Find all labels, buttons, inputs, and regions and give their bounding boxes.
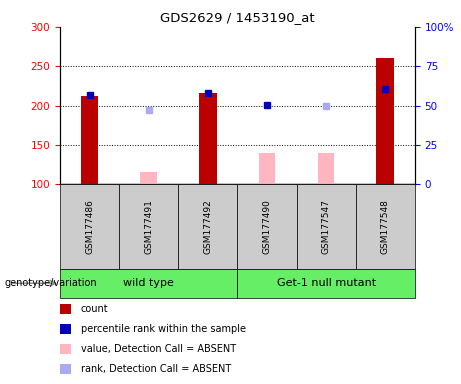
Bar xyxy=(141,172,157,184)
Text: genotype/variation: genotype/variation xyxy=(5,278,97,288)
Text: GSM177486: GSM177486 xyxy=(85,199,94,254)
Bar xyxy=(60,184,119,269)
Bar xyxy=(237,184,296,269)
Bar xyxy=(60,324,71,334)
Text: Get-1 null mutant: Get-1 null mutant xyxy=(277,278,376,288)
Bar xyxy=(318,153,334,184)
Bar xyxy=(199,93,217,184)
Bar xyxy=(296,184,356,269)
Bar xyxy=(237,269,415,298)
Bar xyxy=(60,269,237,298)
Bar xyxy=(119,184,178,269)
Title: GDS2629 / 1453190_at: GDS2629 / 1453190_at xyxy=(160,11,315,24)
Text: GSM177490: GSM177490 xyxy=(262,199,272,254)
Text: count: count xyxy=(81,304,108,314)
Bar xyxy=(60,364,71,374)
Text: value, Detection Call = ABSENT: value, Detection Call = ABSENT xyxy=(81,344,236,354)
Bar xyxy=(178,184,237,269)
Bar xyxy=(377,58,394,184)
Text: GSM177548: GSM177548 xyxy=(381,199,390,254)
Text: GSM177491: GSM177491 xyxy=(144,199,153,254)
Bar xyxy=(81,96,98,184)
Bar xyxy=(60,344,71,354)
Text: wild type: wild type xyxy=(123,278,174,288)
Text: GSM177492: GSM177492 xyxy=(203,199,213,254)
Bar xyxy=(259,153,275,184)
Text: rank, Detection Call = ABSENT: rank, Detection Call = ABSENT xyxy=(81,364,231,374)
Bar xyxy=(356,184,415,269)
Text: percentile rank within the sample: percentile rank within the sample xyxy=(81,324,246,334)
Text: GSM177547: GSM177547 xyxy=(322,199,331,254)
Bar xyxy=(60,304,71,314)
